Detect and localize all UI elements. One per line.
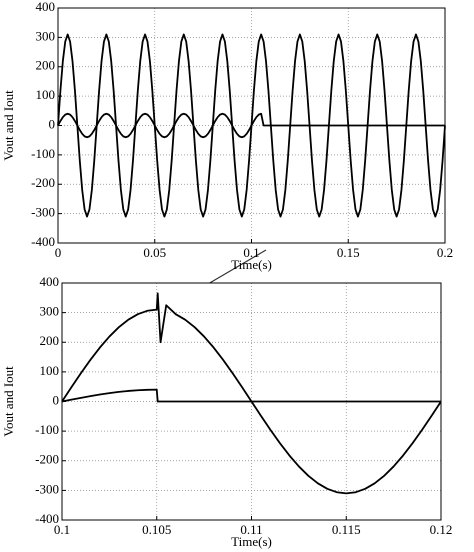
y-tick-label: 200 [40, 333, 60, 348]
x-tick-label: 0.2 [437, 245, 453, 260]
x-tick-label: 0.12 [430, 522, 453, 537]
plot-frame [61, 282, 442, 521]
x-tick-label: 0.11 [240, 522, 262, 537]
y-tick-label: 0 [53, 392, 60, 407]
x-axis-label: Time(s) [231, 534, 272, 549]
data-line [57, 112, 445, 139]
y-tick-label: -200 [35, 452, 59, 467]
y-tick-label: 100 [40, 363, 60, 378]
x-tick-label: 0.115 [332, 522, 361, 537]
y-axis-label: Vout and Iout [1, 366, 16, 437]
x-tick-label: 0.1 [54, 522, 70, 537]
x-axis-label: Time(s) [231, 257, 272, 272]
y-tick-label: 300 [36, 28, 56, 43]
y-tick-label: -400 [31, 234, 55, 249]
x-tick-label: 0.1 [243, 245, 259, 260]
y-tick-label: 200 [36, 58, 56, 73]
x-tick-label: 0.15 [337, 245, 360, 260]
data-line [61, 292, 442, 495]
x-tick-label: 0.05 [143, 245, 166, 260]
x-tick-label: 0.105 [142, 522, 171, 537]
y-axis-label: Vout and Iout [1, 90, 16, 161]
y-tick-label: -100 [35, 422, 59, 437]
y-tick-label: -200 [31, 175, 55, 190]
y-tick-label: -100 [31, 146, 55, 161]
y-tick-label: 100 [36, 87, 56, 102]
y-tick-label: 300 [40, 304, 60, 319]
x-tick-label: 0 [55, 245, 62, 260]
y-tick-label: -300 [35, 481, 59, 496]
y-tick-label: -400 [35, 511, 59, 526]
y-tick-label: 0 [49, 116, 56, 131]
y-tick-label: -300 [31, 205, 55, 220]
plot-frame [57, 7, 446, 244]
data-line [61, 388, 441, 403]
y-tick-label: 400 [40, 274, 60, 289]
y-tick-label: 400 [36, 0, 56, 14]
